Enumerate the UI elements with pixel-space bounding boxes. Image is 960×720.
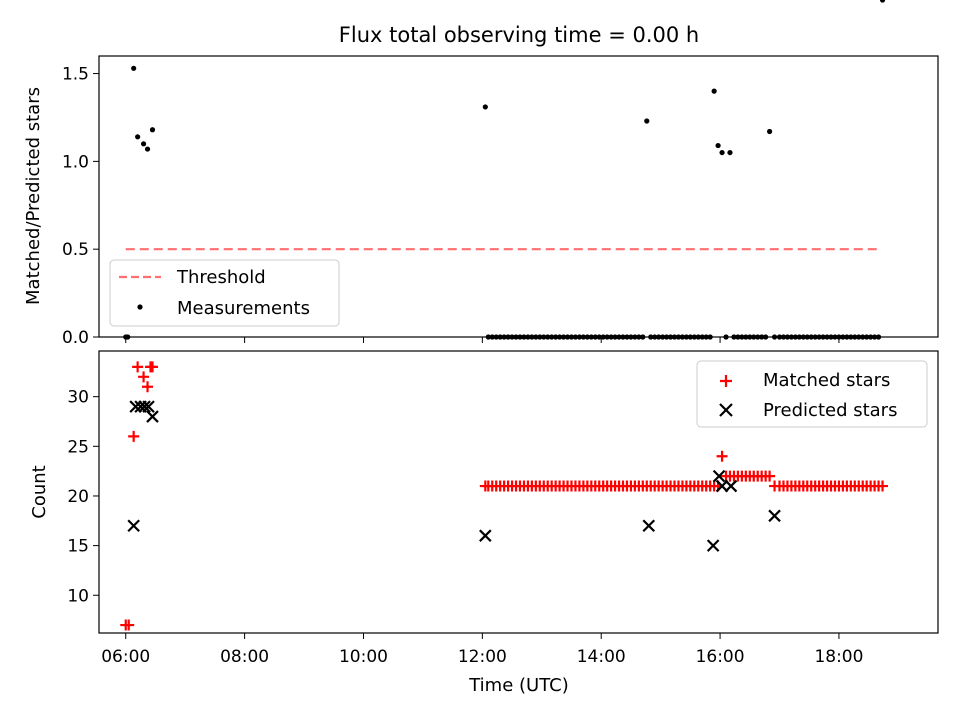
ratio-plot-frame [98, 55, 939, 338]
predicted-star-point [146, 410, 159, 423]
ratio-y-label: Matched/Predicted stars [23, 87, 44, 305]
predicted-star-point [724, 479, 738, 493]
matched-star-point [132, 361, 144, 373]
measurement-point [715, 142, 721, 149]
legend-matched-label: Matched stars [763, 370, 890, 391]
predicted-points-layer [127, 400, 781, 552]
predicted-star-point [768, 509, 781, 523]
matched-star-point [142, 381, 154, 393]
matched-star-point [716, 450, 728, 462]
count-x-tick-label: 14:00 [577, 647, 626, 667]
measurement-point [131, 65, 137, 71]
count-y-tick-label: 30 [67, 388, 89, 408]
ratio-x-ticks [125, 337, 840, 343]
matched-star-point [877, 480, 889, 492]
legend-measurements-label: Measurements [177, 298, 310, 319]
measurement-point [135, 134, 141, 140]
legend-predicted-swatch [719, 403, 733, 417]
predicted-star-point [138, 400, 151, 413]
ratio-y-tick-label: 0.0 [62, 328, 89, 348]
count-panel: 10 15 20 25 30 06:00 08:00 10:00 12:00 14:00 16:0… [29, 350, 939, 696]
measurement-point [644, 118, 650, 124]
legend-threshold-label: Threshold [176, 267, 266, 288]
count-x-tick-label: 10:00 [339, 647, 388, 667]
predicted-star-point [715, 479, 729, 493]
count-legend-box [696, 360, 928, 428]
ratio-y-tick-label: 1.5 [62, 65, 89, 85]
predicted-star-point [479, 529, 492, 542]
matched-points-layer [120, 361, 889, 631]
measurement-point [727, 149, 733, 156]
ratio-legend-box [109, 259, 340, 327]
matched-star-point [764, 470, 776, 482]
measurement-point [879, 0, 886, 3]
measurement-point [482, 104, 488, 110]
measurement-point [711, 88, 717, 94]
count-y-axis: 10 15 20 25 30 [67, 388, 99, 606]
measurement-point [719, 149, 725, 156]
predicted-star-point [706, 539, 720, 552]
count-y-tick-label: 15 [67, 537, 89, 557]
count-plot-frame [98, 350, 939, 634]
measurement-point [149, 127, 156, 133]
matched-star-point [128, 430, 140, 442]
measurement-point [144, 146, 151, 152]
predicted-star-point [142, 400, 155, 413]
legend-matched-swatch [720, 375, 732, 387]
legend-measurements-swatch [137, 304, 143, 310]
count-y-tick-label: 20 [67, 487, 89, 507]
ratio-legend: Threshold Measurements [109, 259, 340, 327]
matched-star-point [123, 619, 135, 631]
count-legend: Matched stars Predicted stars [696, 360, 928, 428]
count-y-label: Count [29, 465, 50, 518]
count-x-axis: 06:00 08:00 10:00 12:00 14:00 16:00 18:00 [101, 633, 863, 667]
count-x-tick-label: 16:00 [696, 647, 745, 667]
predicted-star-point [127, 519, 140, 533]
legend-predicted-label: Predicted stars [763, 400, 897, 421]
predicted-star-point [129, 400, 142, 413]
ratio-y-axis: 0.0 0.5 1.0 1.5 [62, 65, 99, 348]
ratio-y-tick-label: 1.0 [62, 152, 89, 172]
measurement-point [140, 141, 147, 147]
count-y-tick-label: 25 [67, 437, 89, 457]
predicted-star-point [712, 469, 726, 483]
ratio-panel: 0.0 0.5 1.0 1.5 Matched/Predicted stars Thr… [23, 0, 939, 348]
predicted-star-point [642, 519, 656, 533]
ratio-y-tick-label: 0.5 [62, 240, 89, 260]
count-x-tick-label: 18:00 [814, 647, 863, 667]
count-x-tick-label: 06:00 [101, 647, 150, 667]
chart-title: Flux total observing time = 0.00 h [339, 23, 699, 47]
count-y-tick-label: 10 [67, 586, 89, 606]
count-x-tick-label: 08:00 [220, 647, 269, 667]
count-x-tick-label: 12:00 [458, 647, 507, 667]
measurement-point [767, 128, 773, 135]
count-x-label: Time (UTC) [468, 675, 569, 696]
matched-star-point [138, 371, 150, 383]
matched-star-point [146, 361, 158, 373]
